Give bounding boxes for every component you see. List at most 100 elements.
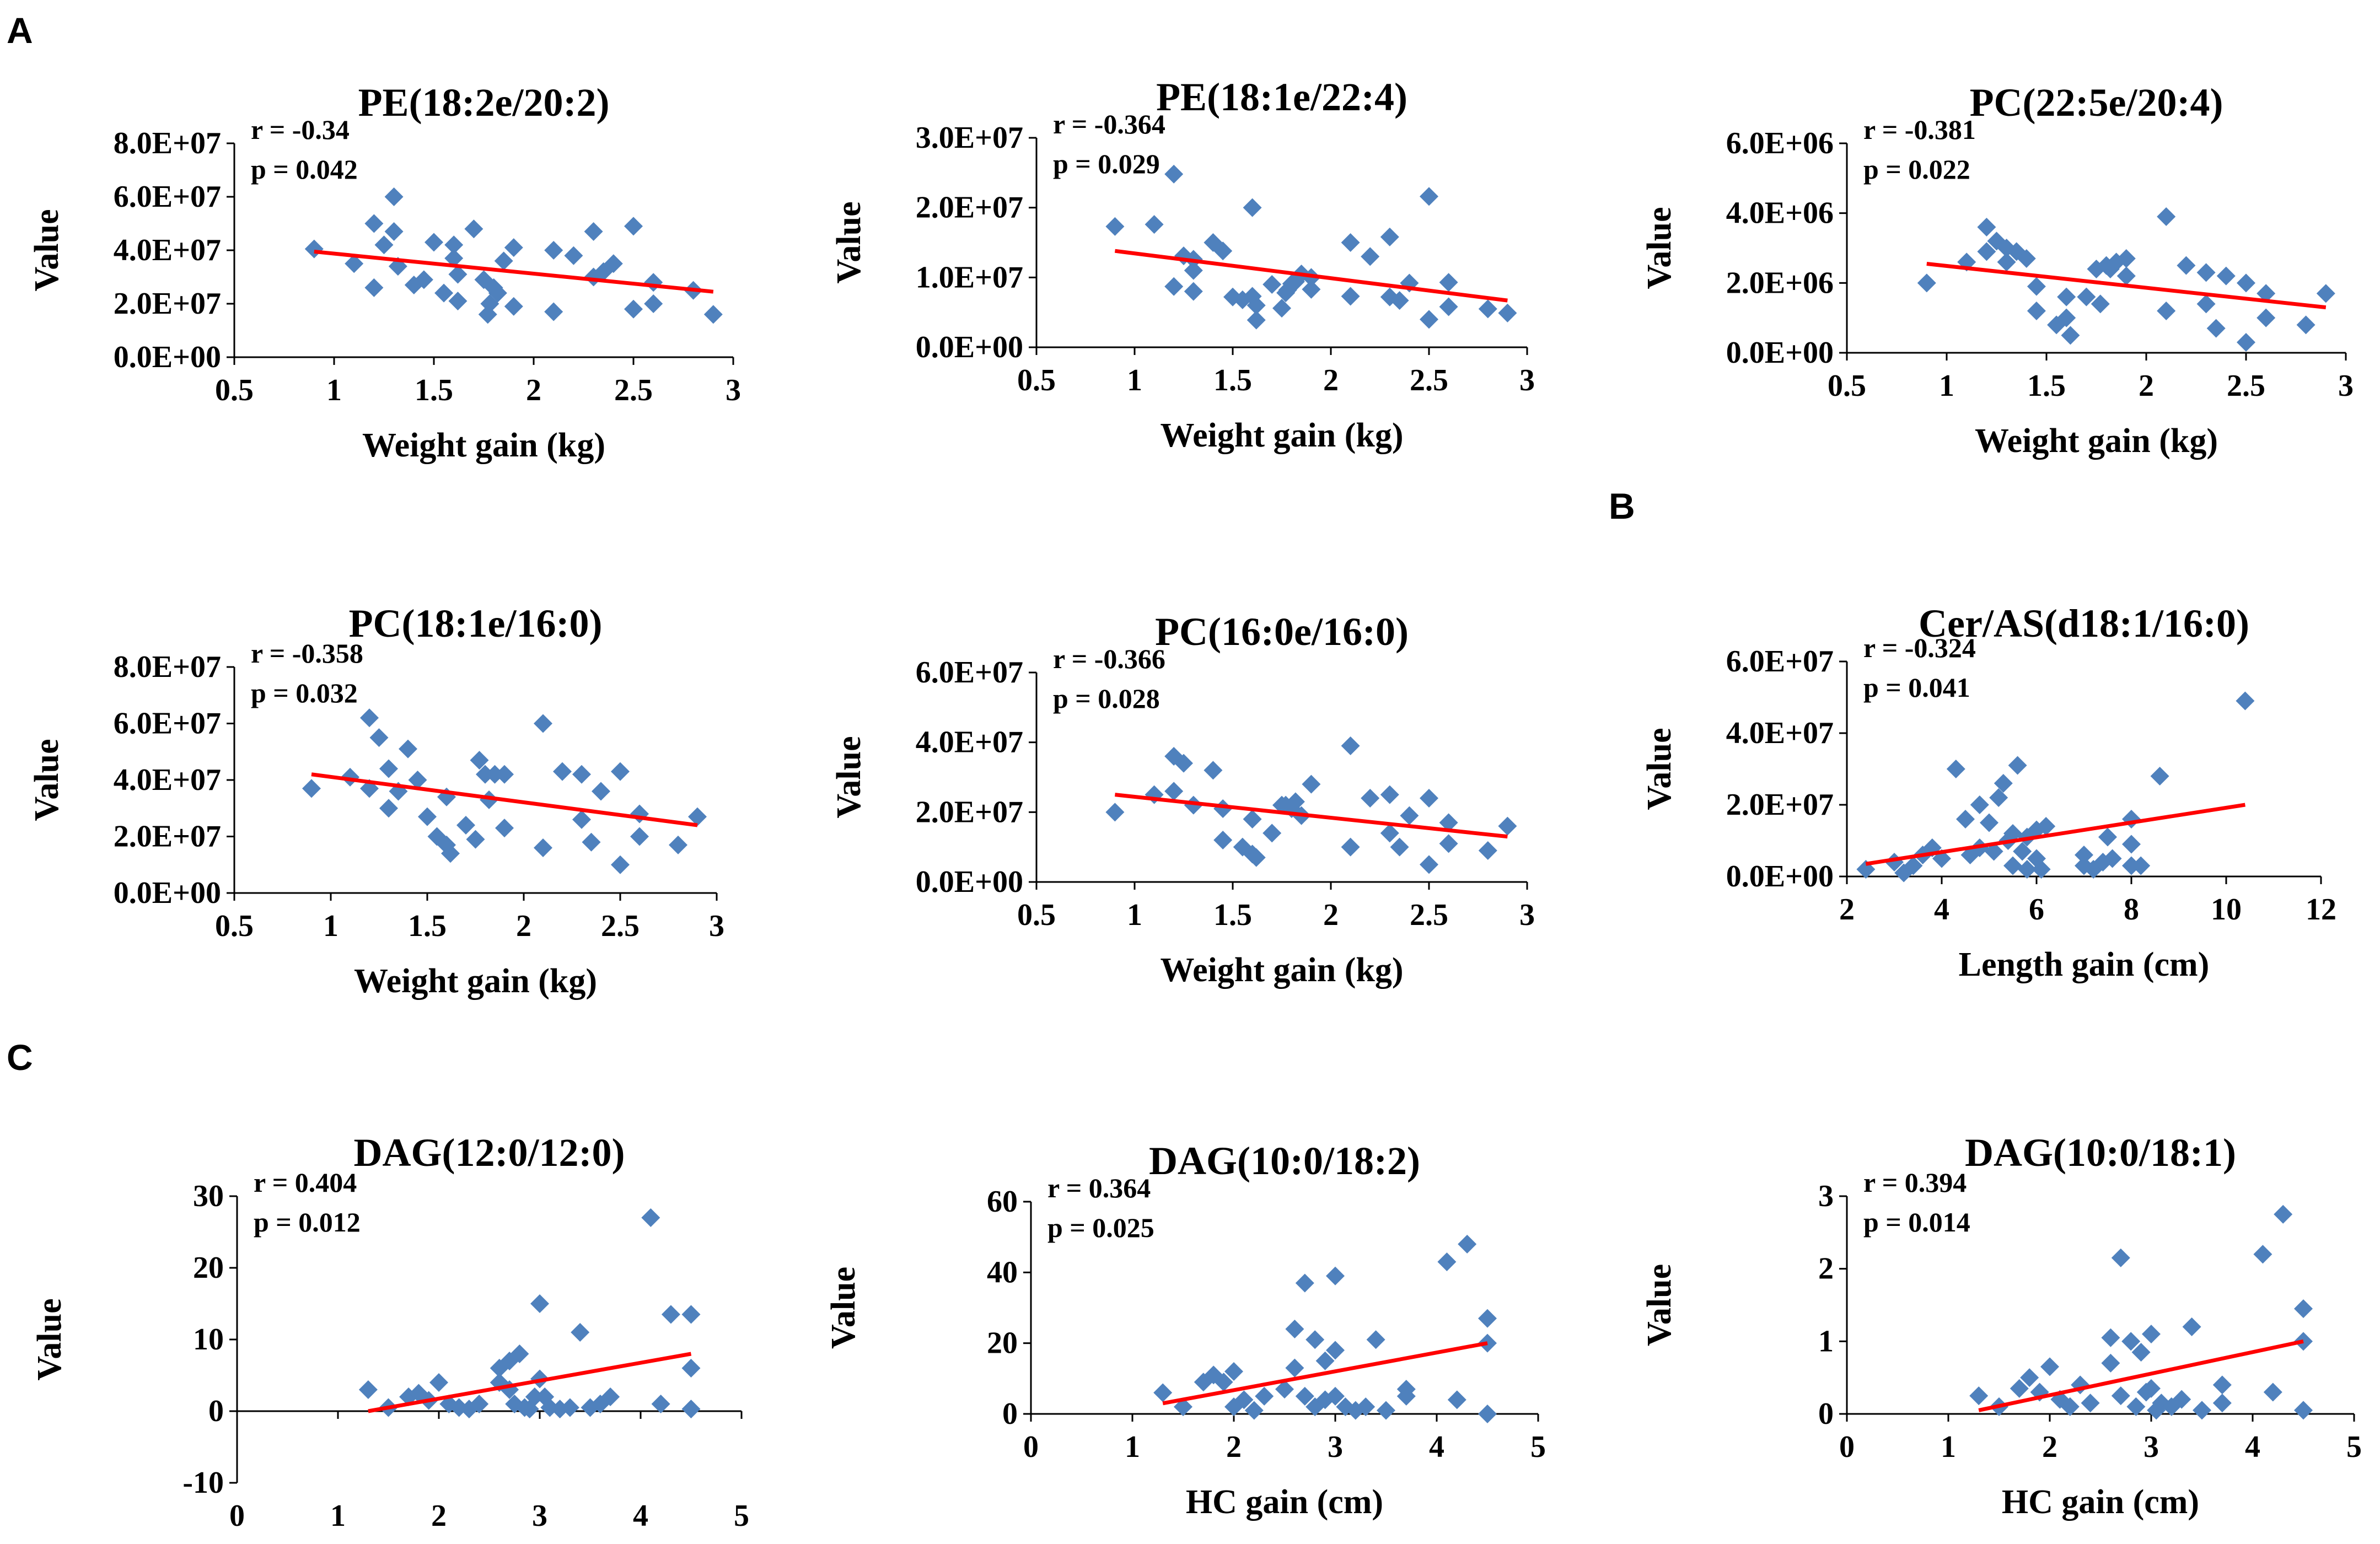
data-point <box>2122 856 2141 875</box>
data-point <box>1275 1380 1294 1399</box>
x-tick-label: 3 <box>726 373 741 407</box>
data-point <box>369 728 389 747</box>
data-point <box>1213 831 1233 849</box>
data-point <box>480 790 498 809</box>
data-point <box>2294 1401 2313 1420</box>
y-tick-label: 0.0E+00 <box>114 876 221 910</box>
data-point <box>1969 1386 1989 1406</box>
data-point <box>2236 691 2255 711</box>
trend-line <box>1115 793 1508 839</box>
y-axis-label: Value <box>1641 1264 1678 1346</box>
data-point <box>681 1400 701 1419</box>
data-point <box>374 235 394 255</box>
data-point <box>1164 277 1184 296</box>
data-point <box>1272 299 1291 318</box>
data-point <box>1341 287 1360 306</box>
data-point <box>2116 249 2136 268</box>
y-tick-label: 8.0E+07 <box>114 650 221 684</box>
data-point <box>2257 308 2276 327</box>
data-point <box>534 838 552 857</box>
chart-title: PC(16:0e/16:0) <box>1155 610 1409 654</box>
data-point <box>703 305 723 324</box>
data-point <box>2157 207 2176 226</box>
y-tick-label: 3 <box>1818 1179 1834 1213</box>
data-point <box>399 739 417 758</box>
correlation-p: p = 0.041 <box>1863 672 1970 703</box>
data-point <box>2274 1204 2293 1224</box>
data-point <box>560 1398 579 1417</box>
data-point <box>2237 333 2255 352</box>
data-point <box>544 241 563 260</box>
data-point <box>448 265 468 284</box>
y-tick-label: 6.0E+07 <box>1726 644 1834 679</box>
data-point <box>414 270 433 289</box>
correlation-p: p = 0.032 <box>251 677 358 708</box>
y-tick-label: 20 <box>193 1251 224 1285</box>
data-point <box>495 765 514 784</box>
data-point <box>1214 1373 1233 1392</box>
data-point <box>488 283 507 303</box>
data-point <box>2206 319 2226 338</box>
data-point <box>2182 1317 2201 1336</box>
x-axis-label: Weight gain (kg) <box>1975 422 2218 460</box>
y-tick-label: 3.0E+07 <box>916 121 1023 155</box>
panel-label-c: C <box>7 1037 33 1078</box>
y-tick-label: 8.0E+07 <box>114 126 221 160</box>
data-point <box>1361 247 1380 266</box>
data-point <box>379 799 398 818</box>
data-point <box>641 1208 660 1227</box>
x-tick-label: 3 <box>2338 369 2354 403</box>
data-point <box>1980 813 1998 832</box>
data-point <box>582 832 601 852</box>
data-point <box>1997 252 2016 272</box>
data-point <box>2075 846 2093 864</box>
data-point <box>494 251 513 271</box>
data-point <box>1400 806 1419 825</box>
data-point <box>1396 1386 1416 1406</box>
y-axis-label: Value <box>28 209 66 291</box>
x-tick-label: 0 <box>229 1499 245 1533</box>
x-tick-label: 1.5 <box>1213 898 1252 932</box>
data-point <box>2003 856 2022 875</box>
data-point <box>2316 284 2335 303</box>
data-point <box>456 816 475 835</box>
data-point <box>688 807 707 826</box>
y-tick-label: 6.0E+06 <box>1726 126 1834 160</box>
data-point <box>2040 1357 2059 1376</box>
y-tick-label: 0 <box>1002 1397 1018 1431</box>
data-point <box>1247 310 1266 330</box>
panel-label-b: B <box>1609 486 1635 526</box>
data-point <box>2150 767 2169 786</box>
chart-title: PC(22:5e/20:4) <box>1969 80 2223 125</box>
y-tick-label: -10 <box>182 1466 224 1500</box>
data-point <box>681 1359 701 1378</box>
data-point <box>429 1373 448 1392</box>
data-point <box>2196 294 2216 314</box>
x-tick-label: 0 <box>1839 1430 1855 1464</box>
correlation-r: r = -0.381 <box>1863 114 1976 145</box>
data-point <box>1285 1320 1304 1338</box>
y-tick-label: 0 <box>208 1394 224 1428</box>
data-point <box>1302 774 1321 794</box>
data-point <box>1420 187 1438 206</box>
x-tick-label: 8 <box>2124 892 2139 927</box>
data-point <box>592 782 610 801</box>
data-point <box>2237 273 2255 293</box>
data-point <box>661 1305 680 1324</box>
x-tick-label: 2 <box>516 909 531 943</box>
data-point <box>2111 1386 2130 1406</box>
data-point <box>464 219 483 239</box>
data-point <box>360 708 379 728</box>
data-point <box>1498 816 1517 836</box>
data-point <box>1478 1309 1497 1328</box>
y-tick-label: 2.0E+07 <box>916 191 1023 225</box>
data-point <box>1105 217 1125 236</box>
y-tick-label: 2 <box>1818 1252 1834 1286</box>
x-tick-label: 0.5 <box>1017 363 1056 397</box>
data-point <box>1295 1273 1314 1293</box>
correlation-p: p = 0.042 <box>251 154 358 185</box>
data-point <box>584 222 603 241</box>
data-point <box>345 254 364 273</box>
